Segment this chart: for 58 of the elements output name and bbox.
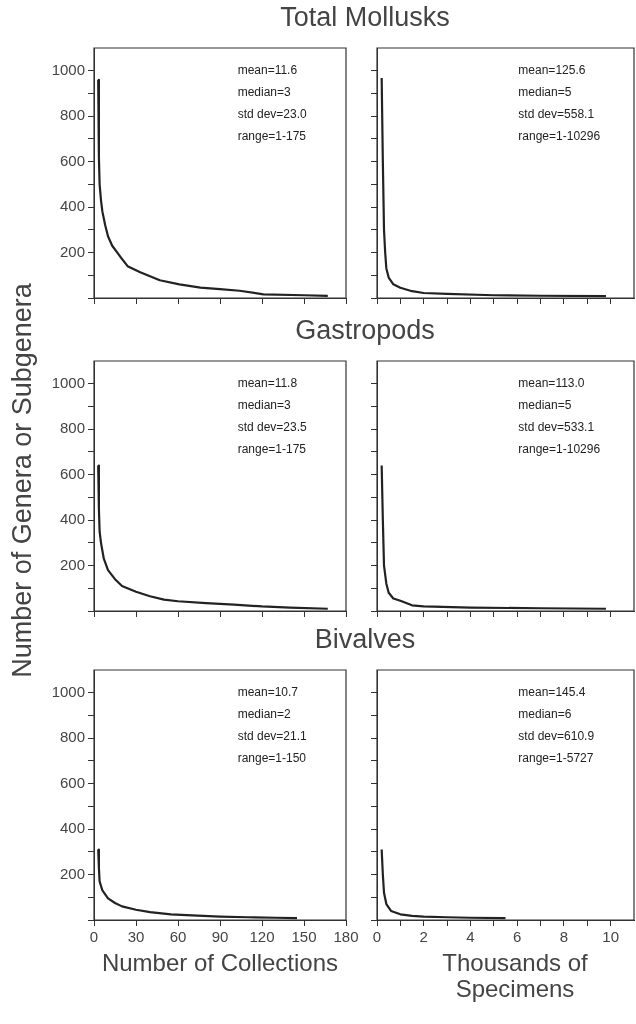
y-tick-label: 800 [59,728,85,746]
y-tick-label: 800 [59,106,85,124]
y-tick-label: 600 [59,773,85,791]
annotation: std dev=23.5 [237,420,308,435]
y-tick-label: 200 [59,242,85,260]
x-tick-label: 0 [372,928,382,946]
annotation: median=3 [237,398,292,413]
annotation: std dev=23.0 [237,107,308,122]
annotation: range=1-10296 [518,129,601,144]
x-tick-label: 60 [169,928,187,946]
annotation: median=5 [518,85,572,100]
y-tick-label: 400 [59,197,85,215]
x-tick-label: 180 [333,928,359,946]
x-tick-label: 120 [249,928,275,946]
x-axis-title: Thousands of Specimens [441,949,589,1002]
y-tick-label: 600 [59,151,85,169]
annotation: median=3 [237,85,292,100]
annotation: mean=10.7 [237,685,299,700]
annotation: std dev=610.9 [518,729,595,744]
annotation: range=1-175 [237,129,307,144]
x-tick-label: 8 [559,928,569,946]
x-tick-label: 10 [602,928,619,946]
annotation: median=6 [518,707,572,722]
annotation: mean=11.8 [237,376,298,391]
y-tick-label: 1000 [51,682,85,700]
y-tick-label: 400 [59,510,85,528]
y-tick-label: 400 [59,819,85,837]
annotation: median=2 [237,707,292,722]
x-tick-label: 0 [89,928,99,946]
y-tick-label: 200 [59,864,85,882]
y-axis-title: Number of Genera or Subgenera [6,282,38,678]
chart-title: Gastropods [294,315,436,346]
x-tick-label: 150 [291,928,317,946]
annotation: std dev=558.1 [518,107,595,122]
annotation: mean=145.4 [518,685,586,700]
x-axis-title: Number of Collections [100,949,340,976]
annotation: range=1-5727 [518,751,594,766]
x-tick-label: 4 [466,928,475,946]
annotation: range=1-150 [237,751,307,766]
annotation: mean=113.0 [518,376,585,391]
x-tick-label: 6 [513,928,522,946]
x-tick-label: 90 [211,928,229,946]
annotation: range=1-10296 [518,442,601,457]
annotation: median=5 [518,398,572,413]
y-tick-label: 800 [59,419,85,437]
x-tick-label: 2 [419,928,428,946]
annotation: std dev=21.1 [237,729,308,744]
chart-title: Bivalves [313,624,417,655]
y-tick-label: 600 [59,464,85,482]
annotation: mean=125.6 [518,63,586,78]
x-tick-label: 30 [127,928,145,946]
y-tick-label: 1000 [51,373,85,391]
chart-title: Total Mollusks [279,2,451,33]
y-tick-label: 1000 [51,60,85,78]
annotation: mean=11.6 [237,63,298,78]
y-tick-label: 200 [59,555,85,573]
annotation: range=1-175 [237,442,307,457]
annotation: std dev=533.1 [518,420,595,435]
